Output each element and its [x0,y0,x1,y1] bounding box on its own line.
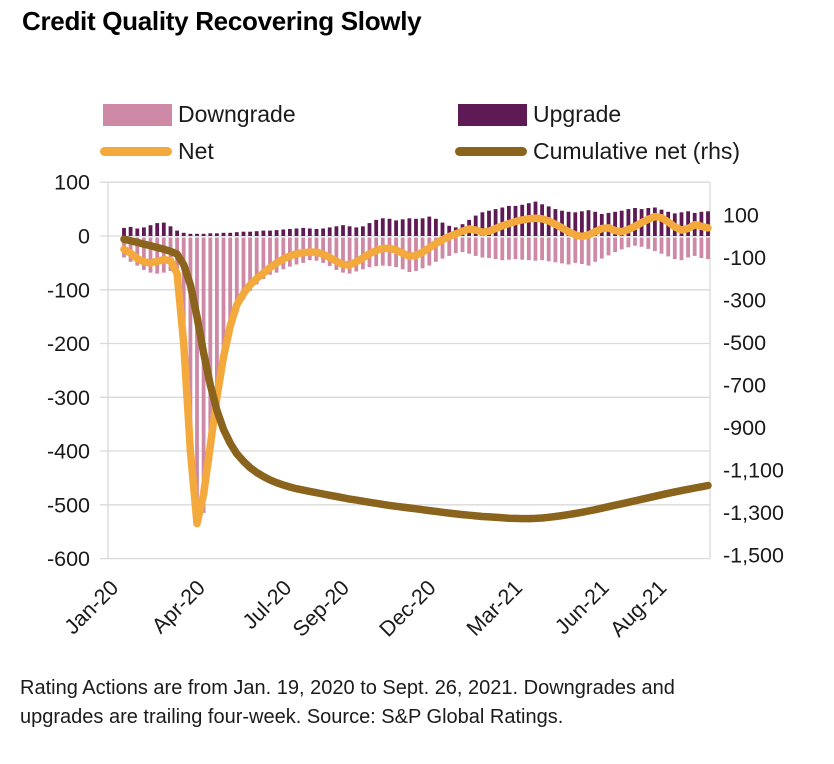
svg-text:Mar-21: Mar-21 [462,576,527,641]
legend-item-cumulative-net: Cumulative net (rhs) [455,138,740,165]
svg-text:100: 100 [54,171,90,195]
svg-text:-300: -300 [47,386,90,410]
svg-text:-700: -700 [723,373,766,397]
cumulative-net-line-swatch-icon [455,147,527,156]
footnote-line-2: upgrades are trailing four-week. Source:… [20,706,564,728]
svg-text:-500: -500 [723,331,766,355]
svg-text:100: 100 [723,203,759,227]
svg-text:Jun-21: Jun-21 [550,576,613,639]
svg-text:-1,300: -1,300 [723,501,784,525]
svg-text:-400: -400 [47,440,90,464]
chart-title: Credit Quality Recovering Slowly [22,6,422,36]
svg-text:0: 0 [78,225,90,249]
svg-text:-300: -300 [723,288,766,312]
legend-label-upgrade: Upgrade [533,101,622,127]
svg-text:-1,500: -1,500 [723,543,784,567]
svg-text:Aug-21: Aug-21 [605,576,671,642]
svg-text:-1,100: -1,100 [723,458,784,482]
footnote-line-1: Rating Actions are from Jan. 19, 2020 to… [20,677,675,699]
upgrade-swatch-icon [458,103,527,126]
downgrade-swatch-icon [103,103,172,126]
net-line-swatch-icon [100,147,172,156]
svg-text:-900: -900 [723,416,766,440]
legend-label-net: Net [178,138,214,164]
svg-text:-500: -500 [47,493,90,517]
svg-text:Jan-20: Jan-20 [60,576,123,639]
svg-text:-600: -600 [47,547,90,571]
legend-item-net: Net [100,138,214,165]
legend-label-cumulative-net: Cumulative net (rhs) [533,138,741,164]
svg-text:-200: -200 [47,332,90,356]
legend-item-upgrade: Upgrade [458,101,621,128]
source-footnote: Rating Actions are from Jan. 19, 2020 to… [20,674,820,732]
svg-text:Dec-20: Dec-20 [375,576,441,642]
credit-quality-combo-chart: 100 0 -100 -200 -300 -400 -500 -600 100 -100 -300 -… [47,171,784,642]
svg-text:-100: -100 [47,278,90,302]
svg-text:Sep-20: Sep-20 [288,576,354,642]
svg-text:Apr-20: Apr-20 [147,576,210,639]
legend-label-downgrade: Downgrade [178,101,296,127]
svg-text:-100: -100 [723,246,766,270]
legend-item-downgrade: Downgrade [103,101,296,128]
